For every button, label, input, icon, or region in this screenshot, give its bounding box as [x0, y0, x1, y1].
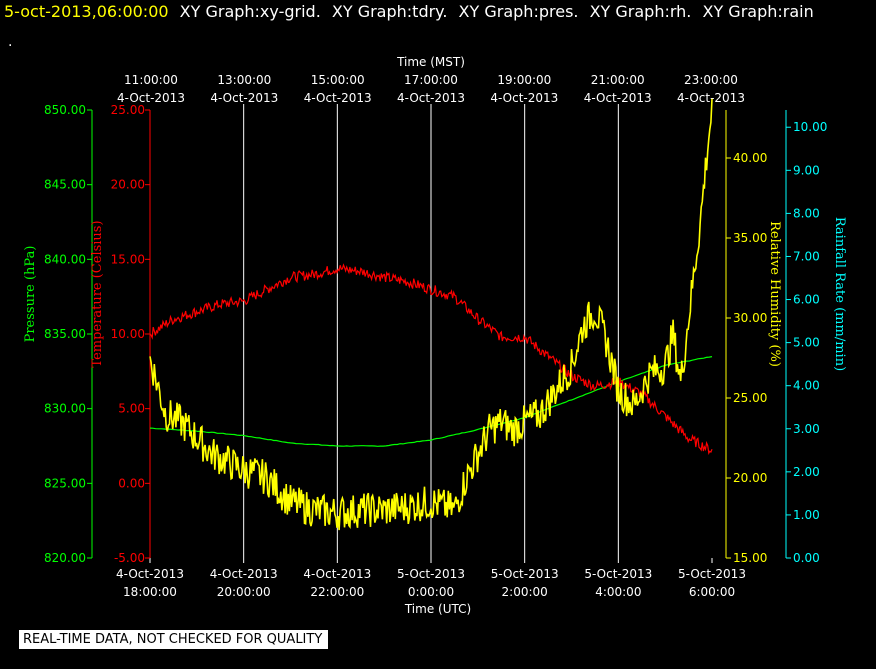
rain-tick-label: 5.00: [793, 336, 820, 350]
top-tick-time: 17:00:00: [404, 73, 458, 87]
bottom-tick-date: 4-Oct-2013: [303, 567, 371, 581]
humidity-axis-title: Relative Humidity (%): [767, 221, 782, 367]
pressure-tick-label: 820.00: [44, 551, 86, 565]
header-title-grid: XY Graph:xy-grid.: [179, 2, 321, 21]
bottom-tick-time: 0:00:00: [408, 585, 454, 599]
header-title-rh: XY Graph:rh.: [589, 2, 692, 21]
bottom-tick-time: 2:00:00: [502, 585, 548, 599]
pressure-tick-label: 845.00: [44, 178, 86, 192]
top-tick-date: 4-Oct-2013: [210, 91, 278, 105]
humidity-tick-label: 30.00: [733, 311, 767, 325]
top-tick-time: 11:00:00: [124, 73, 178, 87]
top-tick-date: 4-Oct-2013: [490, 91, 558, 105]
top-tick-time: 15:00:00: [311, 73, 365, 87]
temperature-tick-label: 20.00: [111, 178, 145, 192]
header-title-rain: XY Graph:rain: [702, 2, 814, 21]
pressure-tick-label: 850.00: [44, 103, 86, 117]
temperature-tick-label: 10.00: [111, 327, 145, 341]
header-title-pres: XY Graph:pres.: [458, 2, 579, 21]
top-tick-date: 4-Oct-2013: [397, 91, 465, 105]
bottom-tick-date: 5-Oct-2013: [584, 567, 652, 581]
bottom-tick-time: 4:00:00: [595, 585, 641, 599]
bottom-tick-time: 6:00:00: [689, 585, 735, 599]
bottom-tick-date: 4-Oct-2013: [116, 567, 184, 581]
top-tick-date: 4-Oct-2013: [584, 91, 652, 105]
temperature-tick-label: -5.00: [114, 551, 145, 565]
rain-axis-title: Rainfall Rate (mm/min): [832, 217, 847, 371]
pressure-tick-label: 835.00: [44, 327, 86, 341]
quality-disclaimer: REAL-TIME DATA, NOT CHECKED FOR QUALITY: [19, 630, 329, 649]
rain-tick-label: 9.00: [793, 163, 820, 177]
bottom-tick-time: 22:00:00: [310, 585, 364, 599]
humidity-tick-label: 15.00: [733, 551, 767, 565]
pressure-tick-label: 840.00: [44, 252, 86, 266]
temperature-tick-label: 0.00: [118, 476, 145, 490]
header-title-tdry: XY Graph:tdry.: [331, 2, 448, 21]
bottom-tick-date: 5-Oct-2013: [397, 567, 465, 581]
humidity-tick-label: 20.00: [733, 471, 767, 485]
rain-tick-label: 7.00: [793, 249, 820, 263]
temperature-tick-label: 25.00: [111, 103, 145, 117]
rain-tick-label: 10.00: [793, 120, 827, 134]
top-tick-time: 19:00:00: [497, 73, 551, 87]
series-humidity: [149, 98, 713, 531]
rain-tick-label: 0.00: [793, 551, 820, 565]
rain-tick-label: 1.00: [793, 508, 820, 522]
bottom-tick-date: 4-Oct-2013: [210, 567, 278, 581]
rain-tick-label: 4.00: [793, 379, 820, 393]
top-tick-time: 23:00:00: [684, 73, 738, 87]
humidity-tick-label: 35.00: [733, 231, 767, 245]
humidity-tick-label: 40.00: [733, 151, 767, 165]
header-dot: .: [8, 34, 13, 50]
header-date: 5-oct-2013,06:00:00: [4, 2, 169, 21]
bottom-axis-title: Time (UTC): [404, 602, 471, 616]
top-tick-date: 4-Oct-2013: [304, 91, 372, 105]
temperature-axis-title: Temperature (Celsius): [90, 220, 105, 367]
rain-tick-label: 6.00: [793, 293, 820, 307]
top-tick-date: 4-Oct-2013: [677, 91, 745, 105]
bottom-tick-date: 5-Oct-2013: [678, 567, 746, 581]
rain-tick-label: 8.00: [793, 206, 820, 220]
header: 5-oct-2013,06:00:00 XY Graph:xy-grid. XY…: [4, 2, 814, 21]
humidity-tick-label: 25.00: [733, 391, 767, 405]
top-tick-time: 13:00:00: [217, 73, 271, 87]
top-axis-title: Time (MST): [396, 55, 465, 69]
bottom-tick-time: 18:00:00: [123, 585, 177, 599]
top-tick-date: 4-Oct-2013: [117, 91, 185, 105]
top-tick-time: 21:00:00: [591, 73, 645, 87]
bottom-tick-time: 20:00:00: [217, 585, 271, 599]
pressure-tick-label: 825.00: [44, 476, 86, 490]
rain-tick-label: 3.00: [793, 422, 820, 436]
pressure-tick-label: 830.00: [44, 402, 86, 416]
rain-tick-label: 2.00: [793, 465, 820, 479]
temperature-tick-label: 15.00: [111, 252, 145, 266]
bottom-tick-date: 5-Oct-2013: [491, 567, 559, 581]
pressure-axis-title: Pressure (hPa): [23, 246, 38, 343]
temperature-tick-label: 5.00: [118, 402, 145, 416]
